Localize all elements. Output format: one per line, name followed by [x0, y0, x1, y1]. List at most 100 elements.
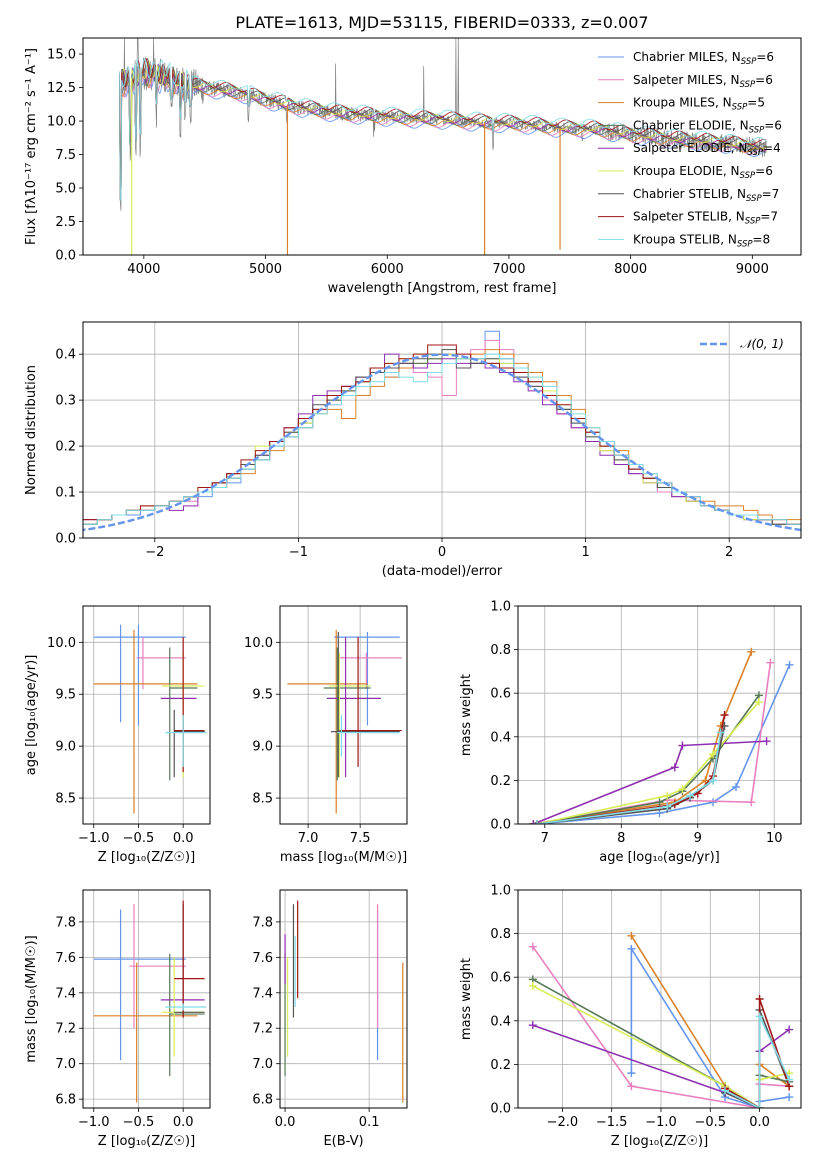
y-tick-label: 9.0 — [55, 740, 76, 755]
Z-vs-weight-plot-area — [528, 931, 794, 1108]
y-axis-label: age [log₁₀(age/yr)] — [24, 655, 39, 776]
y-tick-label: 7.2 — [55, 1022, 76, 1037]
y-tick-label: 0.6 — [490, 687, 511, 702]
weight-point-marker — [686, 791, 695, 800]
x-tick-label: 9000 — [736, 262, 769, 277]
y-tick-label: 0.8 — [490, 927, 511, 942]
weight-point-marker — [755, 1012, 764, 1021]
legend-entry-label: Chabrier MILES, NSSP=6 — [633, 50, 774, 67]
weight-point-marker — [731, 782, 740, 791]
y-tick-label: 7.2 — [252, 1022, 273, 1037]
y-tick-label: 5.0 — [55, 182, 76, 197]
weight-point-marker — [701, 776, 710, 785]
x-axis-label: Z [log₁₀(Z/Z☉)] — [611, 1134, 708, 1149]
weight-series-line — [630, 935, 790, 1108]
y-tick-label: 0.1 — [55, 486, 76, 501]
axes-frame — [82, 889, 211, 1109]
weight-point-marker — [754, 697, 763, 706]
axes-frame — [82, 37, 802, 256]
y-tick-label: 10.0 — [47, 636, 76, 651]
age-vs-weight-plot-area — [529, 647, 794, 824]
weight-series-line — [532, 946, 790, 1108]
x-tick-label: −1.0 — [645, 1115, 677, 1130]
legend-entry-label: Kroupa STELIB, NSSP=8 — [633, 232, 770, 249]
x-tick-label: −0.5 — [694, 1115, 726, 1130]
weight-point-marker — [655, 798, 664, 807]
legend-entry-label: Chabrier STELIB, NSSP=7 — [633, 187, 779, 204]
x-tick-label: 7.5 — [350, 831, 371, 846]
weight-point-marker — [627, 1082, 636, 1091]
y-tick-label: 12.5 — [47, 81, 76, 96]
weight-point-marker — [766, 658, 775, 667]
x-tick-label: 7 — [541, 831, 549, 846]
spectrum-plot-area — [119, 38, 768, 255]
Z-vs-age-plot-area — [93, 624, 207, 814]
x-axis-label: Z [log₁₀(Z/Z☉)] — [98, 850, 195, 865]
x-tick-label: 0.0 — [749, 1115, 770, 1130]
weight-point-marker — [627, 1069, 636, 1078]
age-vs-weight-panel: 7 8 9 10 0.0 0.2 0.4 0.6 0.8 1.0 age [log₁₀(age/yr… — [459, 600, 802, 865]
legend-entry-label: Salpeter ELODIE, NSSP=4 — [633, 141, 781, 158]
legend-entry-label: Kroupa ELODIE, NSSP=6 — [633, 164, 773, 181]
histogram-step-line — [83, 353, 801, 530]
weight-point-marker — [533, 820, 542, 824]
y-tick-label: 9.5 — [55, 688, 76, 703]
x-axis-label: E(B-V) — [323, 1134, 363, 1149]
weight-point-marker — [678, 785, 687, 794]
weight-point-marker — [721, 1086, 730, 1095]
y-tick-label: 0.3 — [55, 394, 76, 409]
weight-point-marker — [528, 1021, 537, 1030]
weight-point-marker — [709, 750, 718, 759]
y-tick-label: 8.5 — [55, 792, 76, 807]
y-tick-label: 7.8 — [55, 915, 76, 930]
axes-frame — [517, 605, 802, 825]
weight-point-marker — [627, 931, 636, 940]
legend-entry-label: 𝒩(0, 1) — [740, 337, 784, 351]
x-axis-label: wavelength [Angstrom, rest frame] — [328, 281, 557, 296]
legend-entry-label: Salpeter MILES, NSSP=6 — [633, 73, 773, 90]
Z-vs-mass-panel: −1.0 −0.5 0.0 6.8 7.0 7.2 7.4 7.6 7.8 Z [log₁₀(Z/… — [24, 889, 211, 1149]
x-tick-label: 0 — [438, 545, 446, 560]
EBV-vs-mass-plot-area — [284, 900, 404, 1103]
weight-point-marker — [755, 1104, 764, 1108]
weight-point-marker — [720, 711, 729, 719]
spectrum-legend: Chabrier MILES, NSSP=6 Salpeter MILES, NS… — [598, 50, 782, 249]
panels: 4000 5000 6000 7000 8000 90000.02.55.07.510.0… — [24, 13, 802, 1149]
y-tick-label: 9.0 — [252, 740, 273, 755]
x-tick-label: 0.0 — [173, 1115, 194, 1130]
x-tick-label: 10 — [766, 831, 783, 846]
axes-frame — [279, 889, 408, 1109]
residuals-plot-area — [83, 330, 801, 532]
legend-entry-label: Kroupa MILES, NSSP=5 — [633, 96, 765, 113]
x-axis-label: (data-model)/error — [382, 564, 503, 579]
Z-vs-age-panel: −1.0 −0.5 0.0 8.5 9.0 9.5 10.0 Z [log₁₀(Z/Z☉)] a… — [24, 605, 211, 865]
x-tick-label: −1 — [289, 545, 308, 560]
y-axis-label: mass weight — [459, 958, 474, 1040]
y-tick-label: 2.5 — [55, 215, 76, 230]
weight-point-marker — [663, 791, 672, 800]
weight-point-marker — [716, 728, 725, 737]
y-tick-label: 7.5 — [55, 148, 76, 163]
x-tick-label: 8000 — [614, 262, 647, 277]
x-tick-label: −0.5 — [123, 831, 155, 846]
residuals-legend: 𝒩(0, 1) — [700, 337, 784, 351]
y-tick-label: 0.6 — [490, 971, 511, 986]
y-tick-label: 15.0 — [47, 48, 76, 63]
weight-point-marker — [762, 737, 771, 746]
y-tick-label: 0.8 — [490, 643, 511, 658]
y-tick-label: 0.2 — [55, 440, 76, 455]
x-tick-label: 5000 — [249, 262, 282, 277]
y-tick-label: 7.0 — [55, 1057, 76, 1072]
axes-frame — [517, 889, 802, 1109]
Z-vs-weight-panel: −2.0 −1.5 −1.0 −0.5 0.0 0.0 0.2 0.4 0.6 0.8 1.0 Z [… — [459, 884, 802, 1149]
y-axis-label: Normed distribution — [24, 365, 39, 495]
normal-curve — [83, 353, 801, 532]
y-tick-label: 0.2 — [490, 1058, 511, 1073]
spectrum-panel: 4000 5000 6000 7000 8000 9000 0.0 2.5 5.0 7.5 10.0… — [24, 13, 802, 296]
y-tick-label: 1.0 — [490, 600, 511, 615]
weight-point-marker — [709, 798, 718, 807]
weight-point-marker — [747, 647, 756, 656]
y-tick-label: 10.0 — [244, 636, 273, 651]
weight-point-marker — [663, 802, 672, 811]
